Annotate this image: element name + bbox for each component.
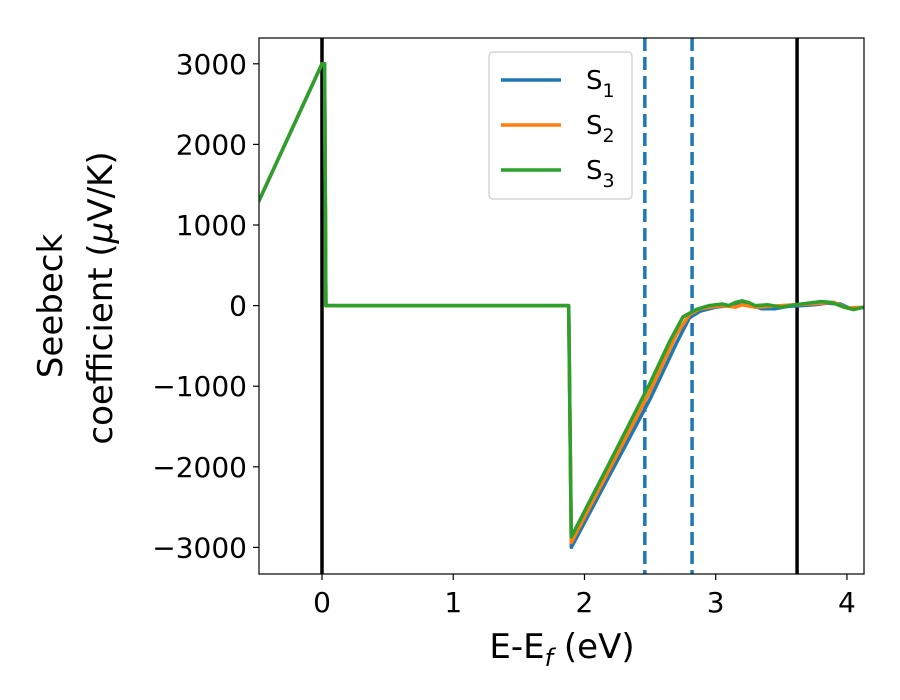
- x-tick-label-3: 3: [707, 586, 725, 619]
- y-tick-label-3: 0: [229, 290, 247, 323]
- legend-label-s3: S3: [586, 156, 615, 192]
- y-axis-label-line2: coefficient (: [81, 243, 121, 444]
- y-tick-label-0: 3000: [176, 48, 247, 81]
- legend: S1 S2 S3: [488, 51, 633, 200]
- legend-label-s1: S1: [586, 66, 615, 102]
- x-tick-label-0: 0: [313, 586, 331, 619]
- x-tick-label-4: 4: [838, 586, 856, 619]
- svg-text:coefficient (μV/K): coefficient (μV/K): [81, 151, 121, 444]
- x-axis-label-units: (eV): [553, 627, 635, 667]
- svg-text:Seebeck: Seebeck: [31, 234, 71, 379]
- y-tick-label-4: −1000: [152, 370, 247, 403]
- y-axis-label-mu: μ: [81, 222, 121, 245]
- y-axis-label-units: V/K): [81, 151, 121, 221]
- legend-label-s2: S2: [586, 111, 615, 147]
- y-tick-label-2: 1000: [176, 209, 247, 242]
- y-tick-label-6: −3000: [152, 531, 247, 564]
- y-axis-label: Seebeck coefficient (μV/K): [31, 151, 121, 444]
- y-axis-label-line1: Seebeck: [31, 234, 71, 379]
- series-line-s3: [259, 62, 864, 539]
- y-tick-label-1: 2000: [176, 128, 247, 161]
- x-axis-label: E-Ef (eV): [489, 627, 634, 672]
- x-axis-label-main: E-E: [489, 627, 544, 667]
- x-tick-label-2: 2: [576, 586, 594, 619]
- y-tick-label-5: −2000: [152, 451, 247, 484]
- x-tick-label-1: 1: [444, 586, 462, 619]
